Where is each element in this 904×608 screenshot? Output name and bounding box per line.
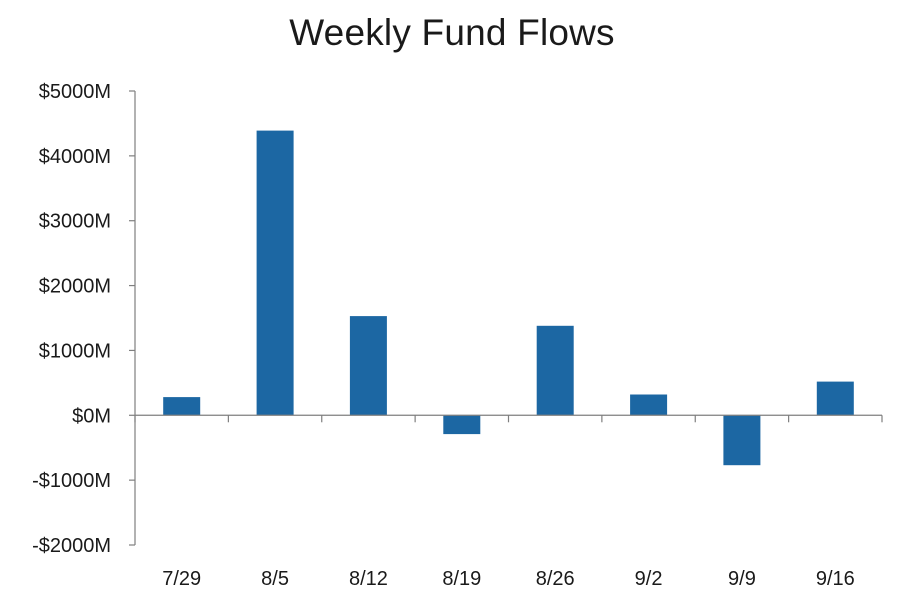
x-tick-label: 8/19 (442, 568, 481, 590)
x-tick-label: 7/29 (162, 568, 201, 590)
bar-8-12 (349, 316, 387, 416)
bar-9-16 (816, 381, 854, 416)
bar-8-5 (256, 130, 294, 416)
y-tick-label: $5000M (39, 81, 111, 103)
x-tick-label: 8/26 (536, 568, 575, 590)
chart-title: Weekly Fund Flows (289, 12, 615, 53)
axes-layer (129, 90, 883, 546)
x-tick-label: 8/5 (261, 568, 289, 590)
x-tick-label: 9/2 (635, 568, 663, 590)
bar-7-29 (163, 397, 201, 416)
labels-layer: $5000M $4000M $3000M $2000M $1000M $0M -$1000M… (32, 81, 855, 590)
y-tick-label: -$1000M (32, 470, 111, 492)
bar-9-9 (723, 415, 761, 466)
y-tick-label: $3000M (39, 211, 111, 233)
y-tick-label: $0M (72, 405, 111, 427)
x-tick-label: 9/9 (728, 568, 756, 590)
bar-8-19 (443, 415, 481, 435)
bars-layer (163, 130, 854, 466)
x-tick-label: 9/16 (816, 568, 855, 590)
bar-8-26 (536, 325, 574, 416)
y-tick-label: -$2000M (32, 535, 111, 557)
x-tick-label: 8/12 (349, 568, 388, 590)
y-tick-label: $2000M (39, 276, 111, 298)
y-tick-label: $4000M (39, 146, 111, 168)
y-tick-label: $1000M (39, 340, 111, 362)
bar-9-2 (630, 394, 668, 416)
